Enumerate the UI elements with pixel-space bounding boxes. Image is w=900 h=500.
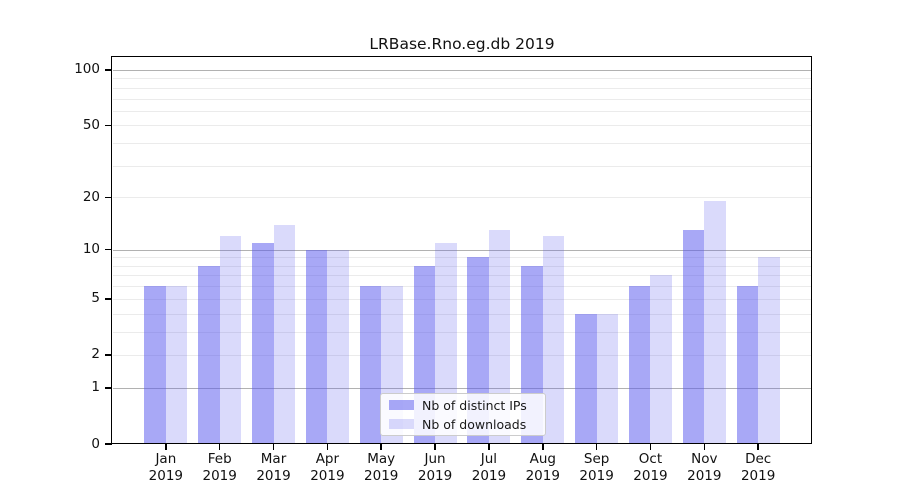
x-tick-mark bbox=[434, 444, 436, 450]
x-tick-mark bbox=[649, 444, 652, 450]
bar-downloads bbox=[219, 236, 242, 444]
x-tick-label: Jun 2019 bbox=[417, 451, 453, 484]
x-tick-mark bbox=[703, 444, 706, 450]
y-tick-label: 50 bbox=[82, 116, 100, 133]
y-tick-label: 5 bbox=[91, 290, 100, 307]
x-tick-label: Mar 2019 bbox=[256, 451, 291, 484]
bar-downloads bbox=[596, 313, 619, 444]
x-tick-mark bbox=[326, 444, 329, 450]
x-tick-mark bbox=[165, 444, 167, 450]
x-tick-label: May 2019 bbox=[364, 451, 399, 484]
x-tick-mark bbox=[488, 444, 490, 450]
legend-item-distinct-ips: Nb of distinct IPs bbox=[389, 398, 537, 413]
y-gridline-minor bbox=[113, 265, 811, 267]
y-gridline-minor bbox=[113, 197, 811, 199]
chart-title: LRBase.Rno.eg.db 2019 bbox=[369, 35, 555, 53]
x-tick-label: Sep 2019 bbox=[579, 451, 614, 484]
bar-distinct-ips bbox=[575, 313, 597, 444]
x-tick-label: Jul 2019 bbox=[471, 451, 507, 484]
bar-downloads bbox=[704, 201, 726, 444]
y-gridline-major bbox=[113, 249, 811, 251]
bar-downloads bbox=[542, 236, 565, 444]
y-gridline-minor bbox=[113, 98, 811, 100]
y-gridline-minor bbox=[113, 313, 811, 315]
y-gridline-minor bbox=[113, 286, 811, 288]
y-tick-label: 0 bbox=[91, 435, 100, 452]
bar-downloads bbox=[165, 286, 188, 444]
y-tick-mark bbox=[105, 196, 112, 199]
y-tick-label: 100 bbox=[74, 61, 100, 78]
x-tick-label: Jan 2019 bbox=[148, 451, 184, 484]
x-tick-label: Apr 2019 bbox=[310, 451, 345, 484]
x-tick-label: Feb 2019 bbox=[202, 451, 237, 484]
bar-downloads bbox=[488, 230, 511, 444]
y-gridline-minor bbox=[113, 165, 811, 167]
x-tick-mark bbox=[595, 444, 598, 450]
bar-downloads bbox=[327, 249, 349, 444]
y-gridline-minor bbox=[113, 143, 811, 145]
x-tick-mark bbox=[272, 444, 275, 450]
bar-distinct-ips bbox=[628, 286, 651, 444]
bar-downloads bbox=[650, 275, 672, 444]
legend-label-distinct-ips: Nb of distinct IPs bbox=[422, 397, 527, 413]
legend-swatch-downloads bbox=[389, 419, 414, 429]
bar-downloads bbox=[273, 224, 296, 444]
y-gridline-minor bbox=[113, 257, 811, 259]
bar-distinct-ips bbox=[305, 249, 328, 444]
x-tick-label: Oct 2019 bbox=[633, 451, 668, 484]
x-tick-mark bbox=[218, 444, 221, 450]
legend: Nb of distinct IPs Nb of downloads bbox=[380, 393, 546, 436]
x-tick-label: Dec 2019 bbox=[740, 451, 776, 484]
y-gridline-minor bbox=[113, 275, 811, 277]
x-tick-label: Aug 2019 bbox=[525, 451, 560, 484]
legend-label-downloads: Nb of downloads bbox=[422, 416, 527, 432]
y-tick-mark bbox=[105, 124, 112, 127]
x-tick-mark bbox=[757, 444, 759, 450]
x-tick-mark bbox=[380, 444, 382, 450]
y-tick-label: 20 bbox=[82, 188, 100, 205]
bar-distinct-ips bbox=[252, 242, 274, 444]
bar-distinct-ips bbox=[682, 230, 705, 444]
y-gridline-minor bbox=[113, 331, 811, 333]
y-tick-mark bbox=[105, 443, 112, 445]
y-tick-mark bbox=[105, 354, 112, 356]
y-gridline-minor bbox=[113, 87, 811, 89]
y-gridline-minor bbox=[113, 354, 811, 356]
y-tick-mark bbox=[105, 298, 112, 300]
y-tick-label: 10 bbox=[82, 241, 100, 258]
y-tick-label: 1 bbox=[91, 379, 100, 396]
y-tick-label: 2 bbox=[91, 346, 100, 363]
x-tick-label: Nov 2019 bbox=[687, 451, 722, 484]
y-gridline-major bbox=[113, 69, 811, 71]
y-gridline-minor bbox=[113, 298, 811, 300]
y-gridline-minor bbox=[113, 78, 811, 80]
y-gridline-minor bbox=[113, 125, 811, 127]
legend-swatch-distinct-ips bbox=[389, 400, 414, 410]
y-gridline-major bbox=[113, 387, 811, 389]
bar-distinct-ips bbox=[736, 286, 759, 444]
y-tick-mark bbox=[105, 387, 112, 389]
y-gridline-minor bbox=[113, 110, 811, 112]
y-tick-mark bbox=[105, 248, 112, 251]
x-tick-mark bbox=[542, 444, 544, 450]
bar-distinct-ips bbox=[198, 265, 220, 444]
y-tick-mark bbox=[105, 69, 112, 71]
legend-item-downloads: Nb of downloads bbox=[389, 417, 537, 432]
bar-distinct-ips bbox=[359, 286, 382, 444]
bar-distinct-ips bbox=[144, 286, 166, 444]
bar-downloads bbox=[758, 257, 780, 444]
